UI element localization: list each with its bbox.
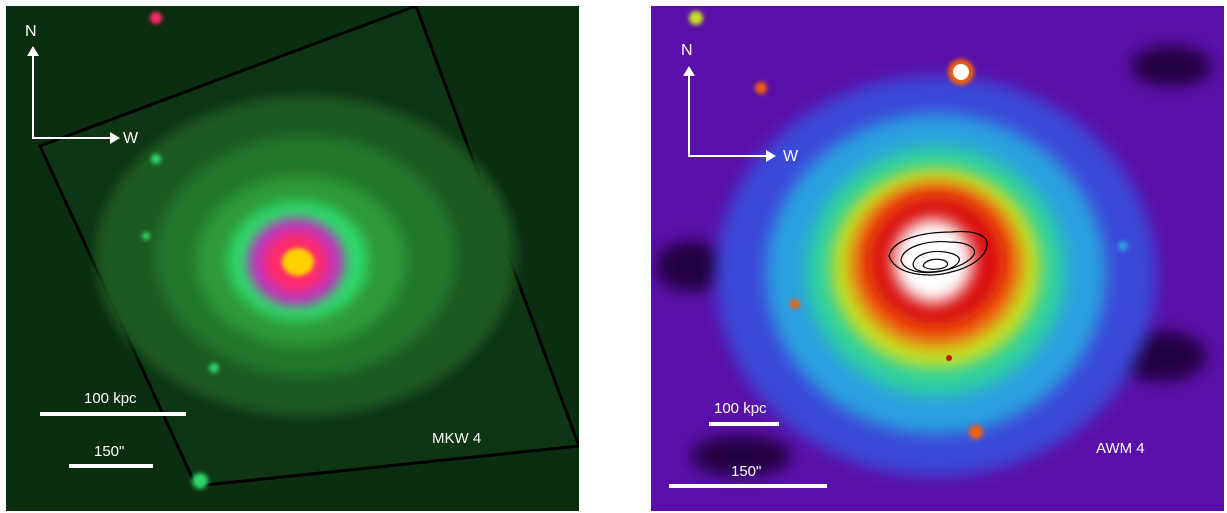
compass-west-label: W — [783, 148, 799, 165]
scalebar-kpc-bar — [40, 412, 186, 416]
compass-north-arrowhead — [27, 46, 39, 56]
compass-north-label: N — [681, 42, 693, 59]
scalebar-arcsec-label: 150" — [94, 443, 125, 460]
awm4-xray-image-panel: N W 100 kpc 150" AWM 4 — [651, 6, 1224, 511]
scalebar-kpc-bar — [709, 422, 779, 426]
scalebar-arcsec-label: 150" — [731, 463, 762, 480]
compass-north-arrow — [688, 72, 690, 156]
awm4-xray-image — [651, 6, 1224, 511]
compass-west-arrow — [688, 155, 768, 157]
scalebar-kpc-label: 100 kpc — [84, 390, 137, 407]
object-label: MKW 4 — [432, 430, 482, 447]
object-label: AWM 4 — [1096, 440, 1145, 457]
scalebar-arcsec-bar — [69, 464, 153, 468]
compass-north-arrow — [32, 52, 34, 138]
scalebar-arcsec-bar — [669, 484, 827, 488]
scalebar-kpc-label: 100 kpc — [714, 400, 767, 417]
mkw4-xray-image-panel: N W 100 kpc 150" MKW 4 — [6, 6, 579, 511]
radio-contours — [888, 230, 988, 276]
compass-north-label: N — [25, 23, 37, 40]
compass-west-label: W — [123, 130, 139, 147]
compass-west-arrowhead — [110, 132, 120, 144]
compass-west-arrow — [32, 137, 112, 139]
mkw4-xray-image — [6, 6, 579, 511]
compass-north-arrowhead — [683, 66, 695, 76]
compass-west-arrowhead — [766, 150, 776, 162]
